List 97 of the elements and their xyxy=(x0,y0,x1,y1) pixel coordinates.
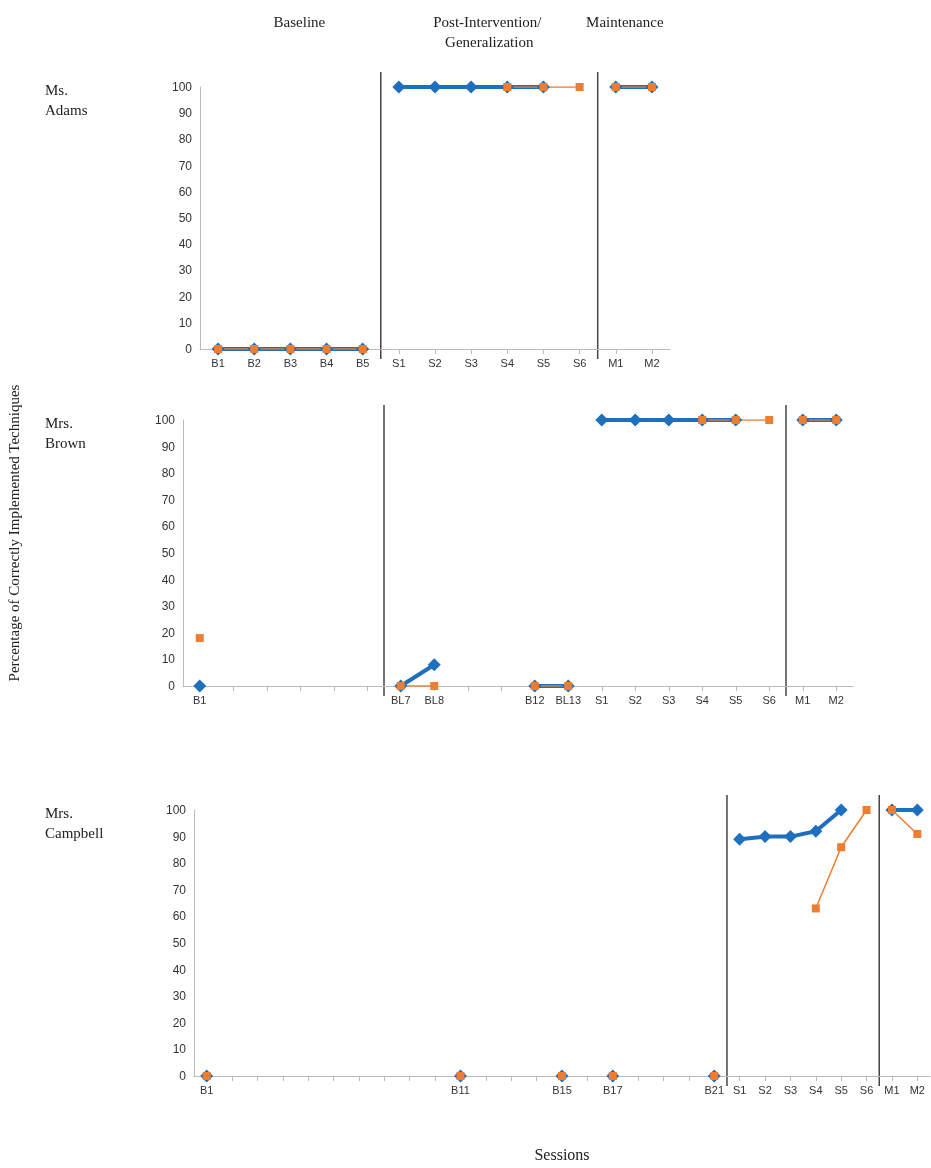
x-tick-label: S1 xyxy=(595,693,609,706)
y-tick-label: 60 xyxy=(178,184,193,199)
x-tick-label: B3 xyxy=(283,356,298,369)
y-tick-label: 90 xyxy=(161,439,176,454)
y-tick-label: 70 xyxy=(161,492,176,507)
x-tick-label: S4 xyxy=(500,356,515,369)
x-tick-label: M2 xyxy=(644,356,660,369)
y-tick-label: 80 xyxy=(178,132,193,147)
y-tick-label: 0 xyxy=(168,679,176,693)
point xyxy=(628,413,642,427)
point xyxy=(193,679,207,693)
point xyxy=(834,803,848,817)
y-tick-label: 30 xyxy=(178,263,193,278)
x-tick-label: M2 xyxy=(909,1083,925,1096)
x-tick-label: S6 xyxy=(762,693,776,706)
point xyxy=(430,682,439,690)
y-tick-label: 60 xyxy=(172,909,187,924)
x-tick-label: S5 xyxy=(834,1083,848,1096)
y-tick-label: 100 xyxy=(171,80,193,94)
y-tick-label: 70 xyxy=(178,158,193,173)
y-tick-label: 0 xyxy=(185,342,193,356)
x-tick-label: B4 xyxy=(319,356,334,369)
x-tick-label: B15 xyxy=(552,1083,572,1096)
x-tick-label: S4 xyxy=(695,693,709,706)
x-tick-label: S1 xyxy=(392,356,406,369)
x-tick-label: B1 xyxy=(211,356,225,369)
chart-title: Mrs. Campbell xyxy=(45,805,104,841)
y-tick-label: 90 xyxy=(172,829,187,844)
x-tick-label: S4 xyxy=(809,1083,823,1096)
y-tick-label: 70 xyxy=(172,882,187,897)
y-tick-label: 20 xyxy=(178,289,193,304)
x-tick-label: B1 xyxy=(193,693,207,706)
x-tick-label: S3 xyxy=(783,1083,798,1096)
x-tick-label: S5 xyxy=(729,693,743,706)
x-tick-label: S5 xyxy=(536,356,551,369)
y-tick-label: 50 xyxy=(178,211,193,225)
y-tick-label: 50 xyxy=(172,936,187,950)
y-tick-label: 20 xyxy=(172,1015,187,1030)
x-tick-label: S1 xyxy=(732,1083,747,1096)
y-tick-label: 10 xyxy=(161,652,176,667)
y-tick-label: 40 xyxy=(178,237,193,252)
y-tick-label: 40 xyxy=(161,572,176,587)
y-axis-title: Percentage of Correctly Implemented Techniques xyxy=(6,384,22,682)
x-tick-label: B1 xyxy=(199,1083,214,1096)
x-tick-label: S2 xyxy=(758,1083,772,1096)
x-tick-label: B11 xyxy=(451,1083,470,1096)
x-tick-label: S2 xyxy=(428,356,442,369)
x-tick-label: B2 xyxy=(247,356,261,369)
x-tick-label: S2 xyxy=(628,693,642,706)
point xyxy=(837,843,846,852)
y-tick-label: 0 xyxy=(179,1069,187,1083)
point xyxy=(811,904,820,913)
point xyxy=(195,634,204,643)
x-tick-label: BL8 xyxy=(424,693,445,706)
y-tick-label: 10 xyxy=(178,315,193,330)
x-axis-title: Sessions xyxy=(534,1145,590,1163)
y-tick-label: 30 xyxy=(161,599,176,614)
point xyxy=(913,829,922,838)
point xyxy=(758,830,772,844)
x-tick-label: S3 xyxy=(662,693,676,706)
text: Post-Intervention/ Generalization xyxy=(433,14,546,50)
point xyxy=(427,658,441,672)
x-tick-label: S3 xyxy=(464,356,478,369)
x-tick-label: M1 xyxy=(884,1083,900,1096)
y-tick-label: 50 xyxy=(161,546,176,560)
y-tick-label: 40 xyxy=(172,962,187,977)
point xyxy=(862,806,871,814)
text: Maintenance xyxy=(586,14,664,30)
x-tick-label: B17 xyxy=(602,1083,623,1096)
text: Ms. Adams xyxy=(45,82,88,118)
y-tick-label: 80 xyxy=(172,856,187,871)
y-tick-label: 10 xyxy=(172,1042,187,1057)
x-tick-label: BL7 xyxy=(390,693,411,706)
x-tick-label: B12 xyxy=(524,693,545,706)
text: Baseline xyxy=(273,14,326,30)
y-tick-label: 60 xyxy=(161,519,176,534)
point xyxy=(765,416,774,424)
point xyxy=(595,413,609,427)
x-tick-label: BL13 xyxy=(555,693,582,706)
y-tick-label: 100 xyxy=(165,803,187,817)
point xyxy=(662,413,676,427)
chart-title: Mrs. Brown xyxy=(45,415,87,451)
x-tick-label: B21 xyxy=(704,1083,725,1096)
point xyxy=(809,824,823,838)
y-tick-label: 100 xyxy=(154,413,176,427)
x-tick-label: M1 xyxy=(795,693,811,706)
y-tick-label: 30 xyxy=(172,989,187,1004)
y-tick-label: 20 xyxy=(161,625,176,640)
x-tick-label: M2 xyxy=(828,693,844,706)
point xyxy=(733,832,747,846)
y-tick-label: 90 xyxy=(178,106,193,121)
x-tick-label: B5 xyxy=(355,356,370,369)
y-tick-label: 80 xyxy=(161,466,176,481)
x-tick-label: S6 xyxy=(572,356,587,369)
x-tick-label: M1 xyxy=(608,356,624,369)
point xyxy=(783,830,797,844)
x-tick-label: S6 xyxy=(859,1083,874,1096)
